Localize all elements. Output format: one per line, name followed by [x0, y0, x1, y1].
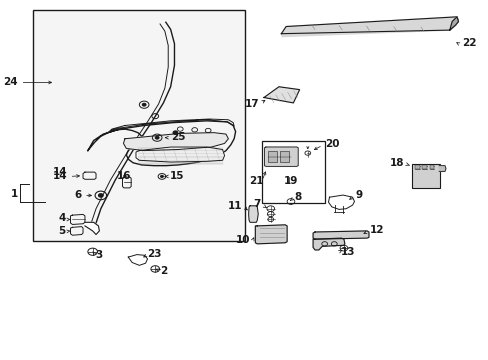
- Text: 6: 6: [74, 190, 81, 201]
- Text: 16: 16: [117, 171, 131, 181]
- Polygon shape: [264, 87, 299, 103]
- Bar: [422, 165, 427, 169]
- Bar: [33, 10, 245, 241]
- Text: 11: 11: [227, 201, 242, 211]
- Polygon shape: [312, 238, 344, 250]
- Text: 7: 7: [253, 199, 261, 210]
- Bar: [262, 140, 324, 203]
- Polygon shape: [136, 147, 224, 162]
- Polygon shape: [281, 17, 458, 37]
- Text: 25: 25: [170, 132, 185, 142]
- Polygon shape: [83, 172, 96, 179]
- Text: 5: 5: [59, 226, 65, 236]
- Polygon shape: [108, 119, 234, 133]
- Text: 17: 17: [244, 99, 259, 109]
- Polygon shape: [255, 225, 286, 244]
- Text: 24: 24: [3, 77, 18, 87]
- Text: 12: 12: [369, 225, 384, 235]
- Text: 19: 19: [283, 176, 298, 186]
- Bar: [267, 150, 276, 162]
- Circle shape: [160, 175, 163, 177]
- Bar: [428, 165, 433, 169]
- Circle shape: [142, 103, 146, 106]
- Polygon shape: [85, 222, 99, 234]
- Polygon shape: [88, 121, 235, 166]
- Polygon shape: [312, 231, 368, 239]
- Circle shape: [155, 136, 159, 139]
- Text: 23: 23: [147, 249, 162, 259]
- Polygon shape: [264, 147, 298, 166]
- Polygon shape: [248, 206, 258, 222]
- Bar: [414, 165, 419, 169]
- Text: 4: 4: [58, 213, 65, 223]
- Text: 15: 15: [169, 171, 184, 181]
- Bar: [411, 164, 439, 188]
- Text: 18: 18: [389, 158, 404, 168]
- Text: 1: 1: [10, 189, 18, 199]
- Text: 2: 2: [160, 266, 167, 276]
- Polygon shape: [70, 226, 83, 235]
- Text: 8: 8: [294, 192, 302, 202]
- Circle shape: [173, 131, 178, 134]
- Text: 10: 10: [236, 235, 250, 245]
- Polygon shape: [91, 22, 174, 223]
- Text: 14: 14: [52, 171, 67, 181]
- Circle shape: [98, 194, 103, 197]
- Polygon shape: [122, 177, 131, 188]
- Text: 20: 20: [324, 139, 339, 149]
- Text: 3: 3: [95, 249, 102, 260]
- Polygon shape: [123, 133, 228, 150]
- Text: 13: 13: [340, 247, 355, 257]
- Polygon shape: [449, 17, 458, 30]
- Text: 14: 14: [52, 167, 67, 177]
- Text: 9: 9: [355, 190, 362, 200]
- Polygon shape: [328, 195, 354, 210]
- Text: 22: 22: [461, 38, 475, 48]
- Text: 21: 21: [249, 176, 264, 186]
- Polygon shape: [128, 255, 147, 265]
- Bar: [279, 150, 288, 162]
- Polygon shape: [70, 215, 85, 225]
- Polygon shape: [438, 166, 445, 171]
